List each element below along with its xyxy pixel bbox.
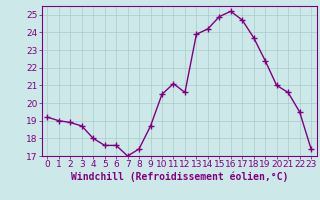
X-axis label: Windchill (Refroidissement éolien,°C): Windchill (Refroidissement éolien,°C) [70,172,288,182]
